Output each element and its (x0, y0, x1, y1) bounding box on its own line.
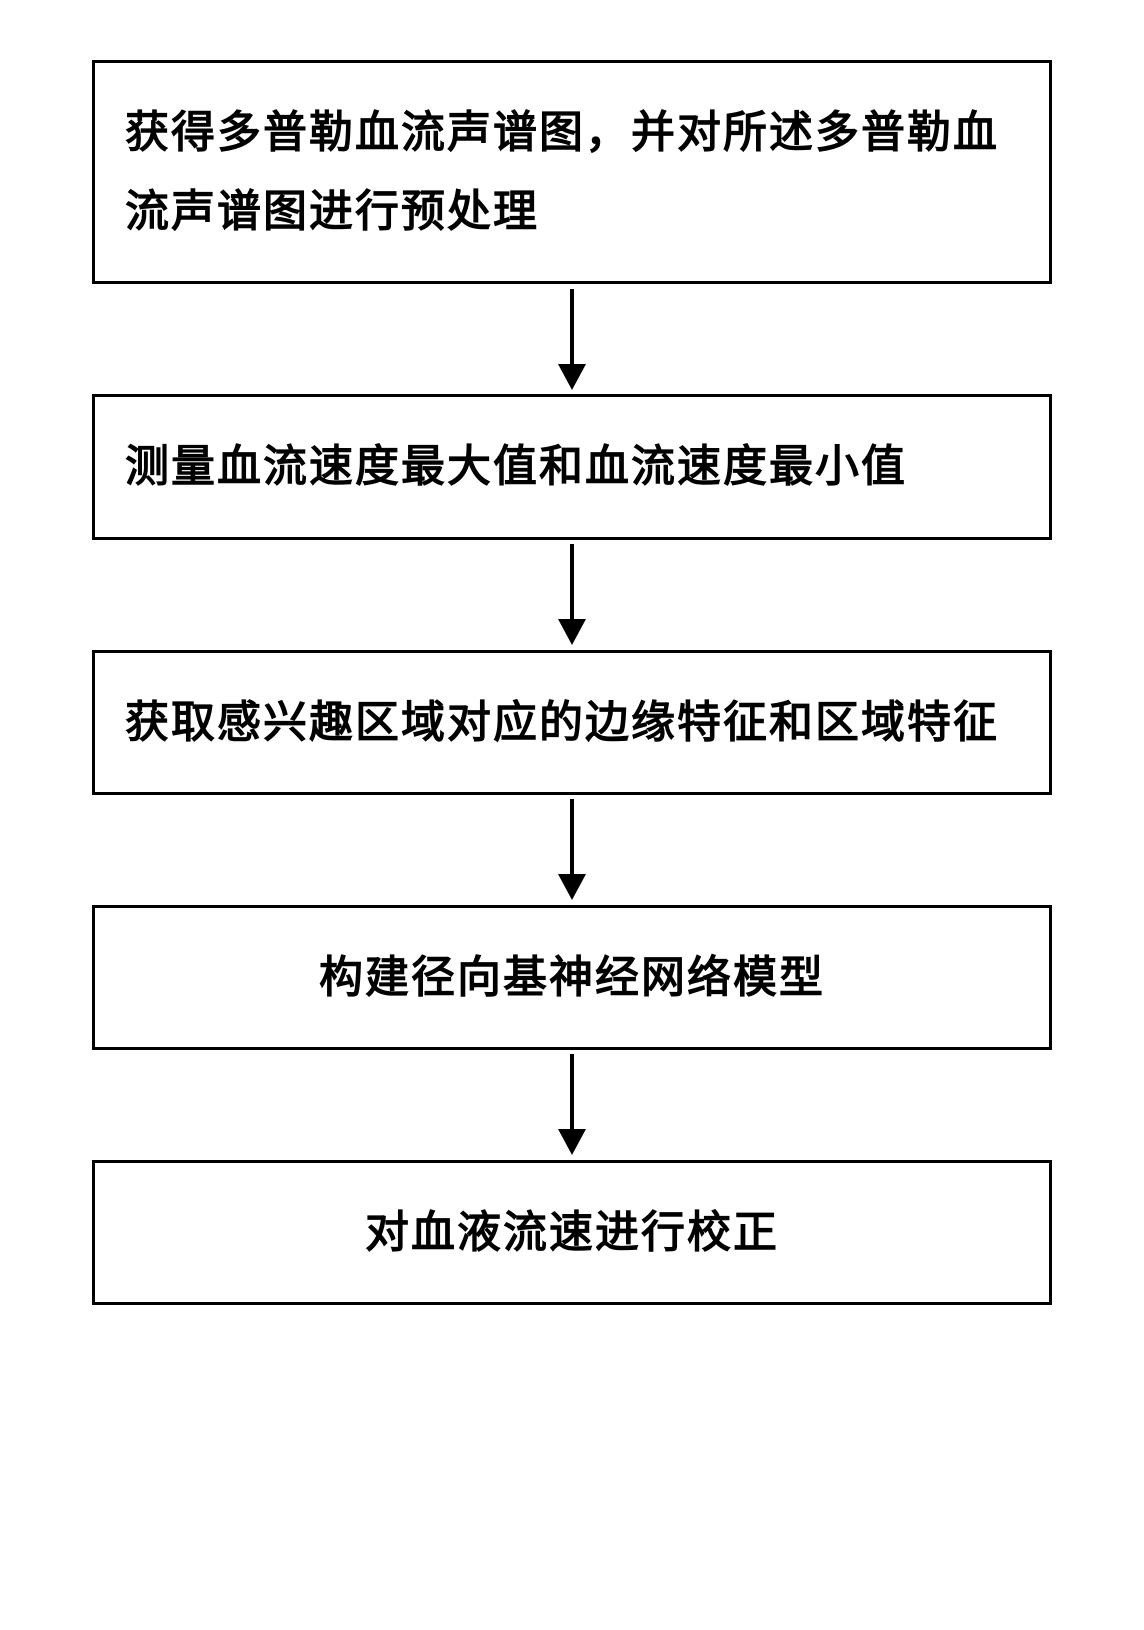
step-text: 获得多普勒血流声谱图，并对所述多普勒血流声谱图进行预处理 (125, 93, 1019, 251)
arrow-head (558, 364, 586, 390)
arrow-line (570, 544, 574, 619)
flowchart-step-3: 获取感兴趣区域对应的边缘特征和区域特征 (92, 650, 1052, 795)
arrow-line (570, 1054, 574, 1129)
arrow-icon (558, 540, 586, 650)
flowchart-step-1: 获得多普勒血流声谱图，并对所述多普勒血流声谱图进行预处理 (92, 60, 1052, 284)
arrow-head (558, 1129, 586, 1155)
step-text: 构建径向基神经网络模型 (125, 938, 1019, 1017)
flowchart-step-2: 测量血流速度最大值和血流速度最小值 (92, 394, 1052, 539)
arrow-icon (558, 795, 586, 905)
arrow-line (570, 799, 574, 874)
step-text: 获取感兴趣区域对应的边缘特征和区域特征 (125, 683, 999, 762)
arrow-line (570, 289, 574, 364)
step-text: 对血液流速进行校正 (125, 1193, 1019, 1272)
arrow-icon (558, 1050, 586, 1160)
arrow-icon (558, 284, 586, 394)
arrow-head (558, 874, 586, 900)
flowchart-container: 获得多普勒血流声谱图，并对所述多普勒血流声谱图进行预处理 测量血流速度最大值和血… (80, 60, 1064, 1305)
flowchart-step-5: 对血液流速进行校正 (92, 1160, 1052, 1305)
arrow-head (558, 619, 586, 645)
step-text: 测量血流速度最大值和血流速度最小值 (125, 427, 907, 506)
flowchart-step-4: 构建径向基神经网络模型 (92, 905, 1052, 1050)
